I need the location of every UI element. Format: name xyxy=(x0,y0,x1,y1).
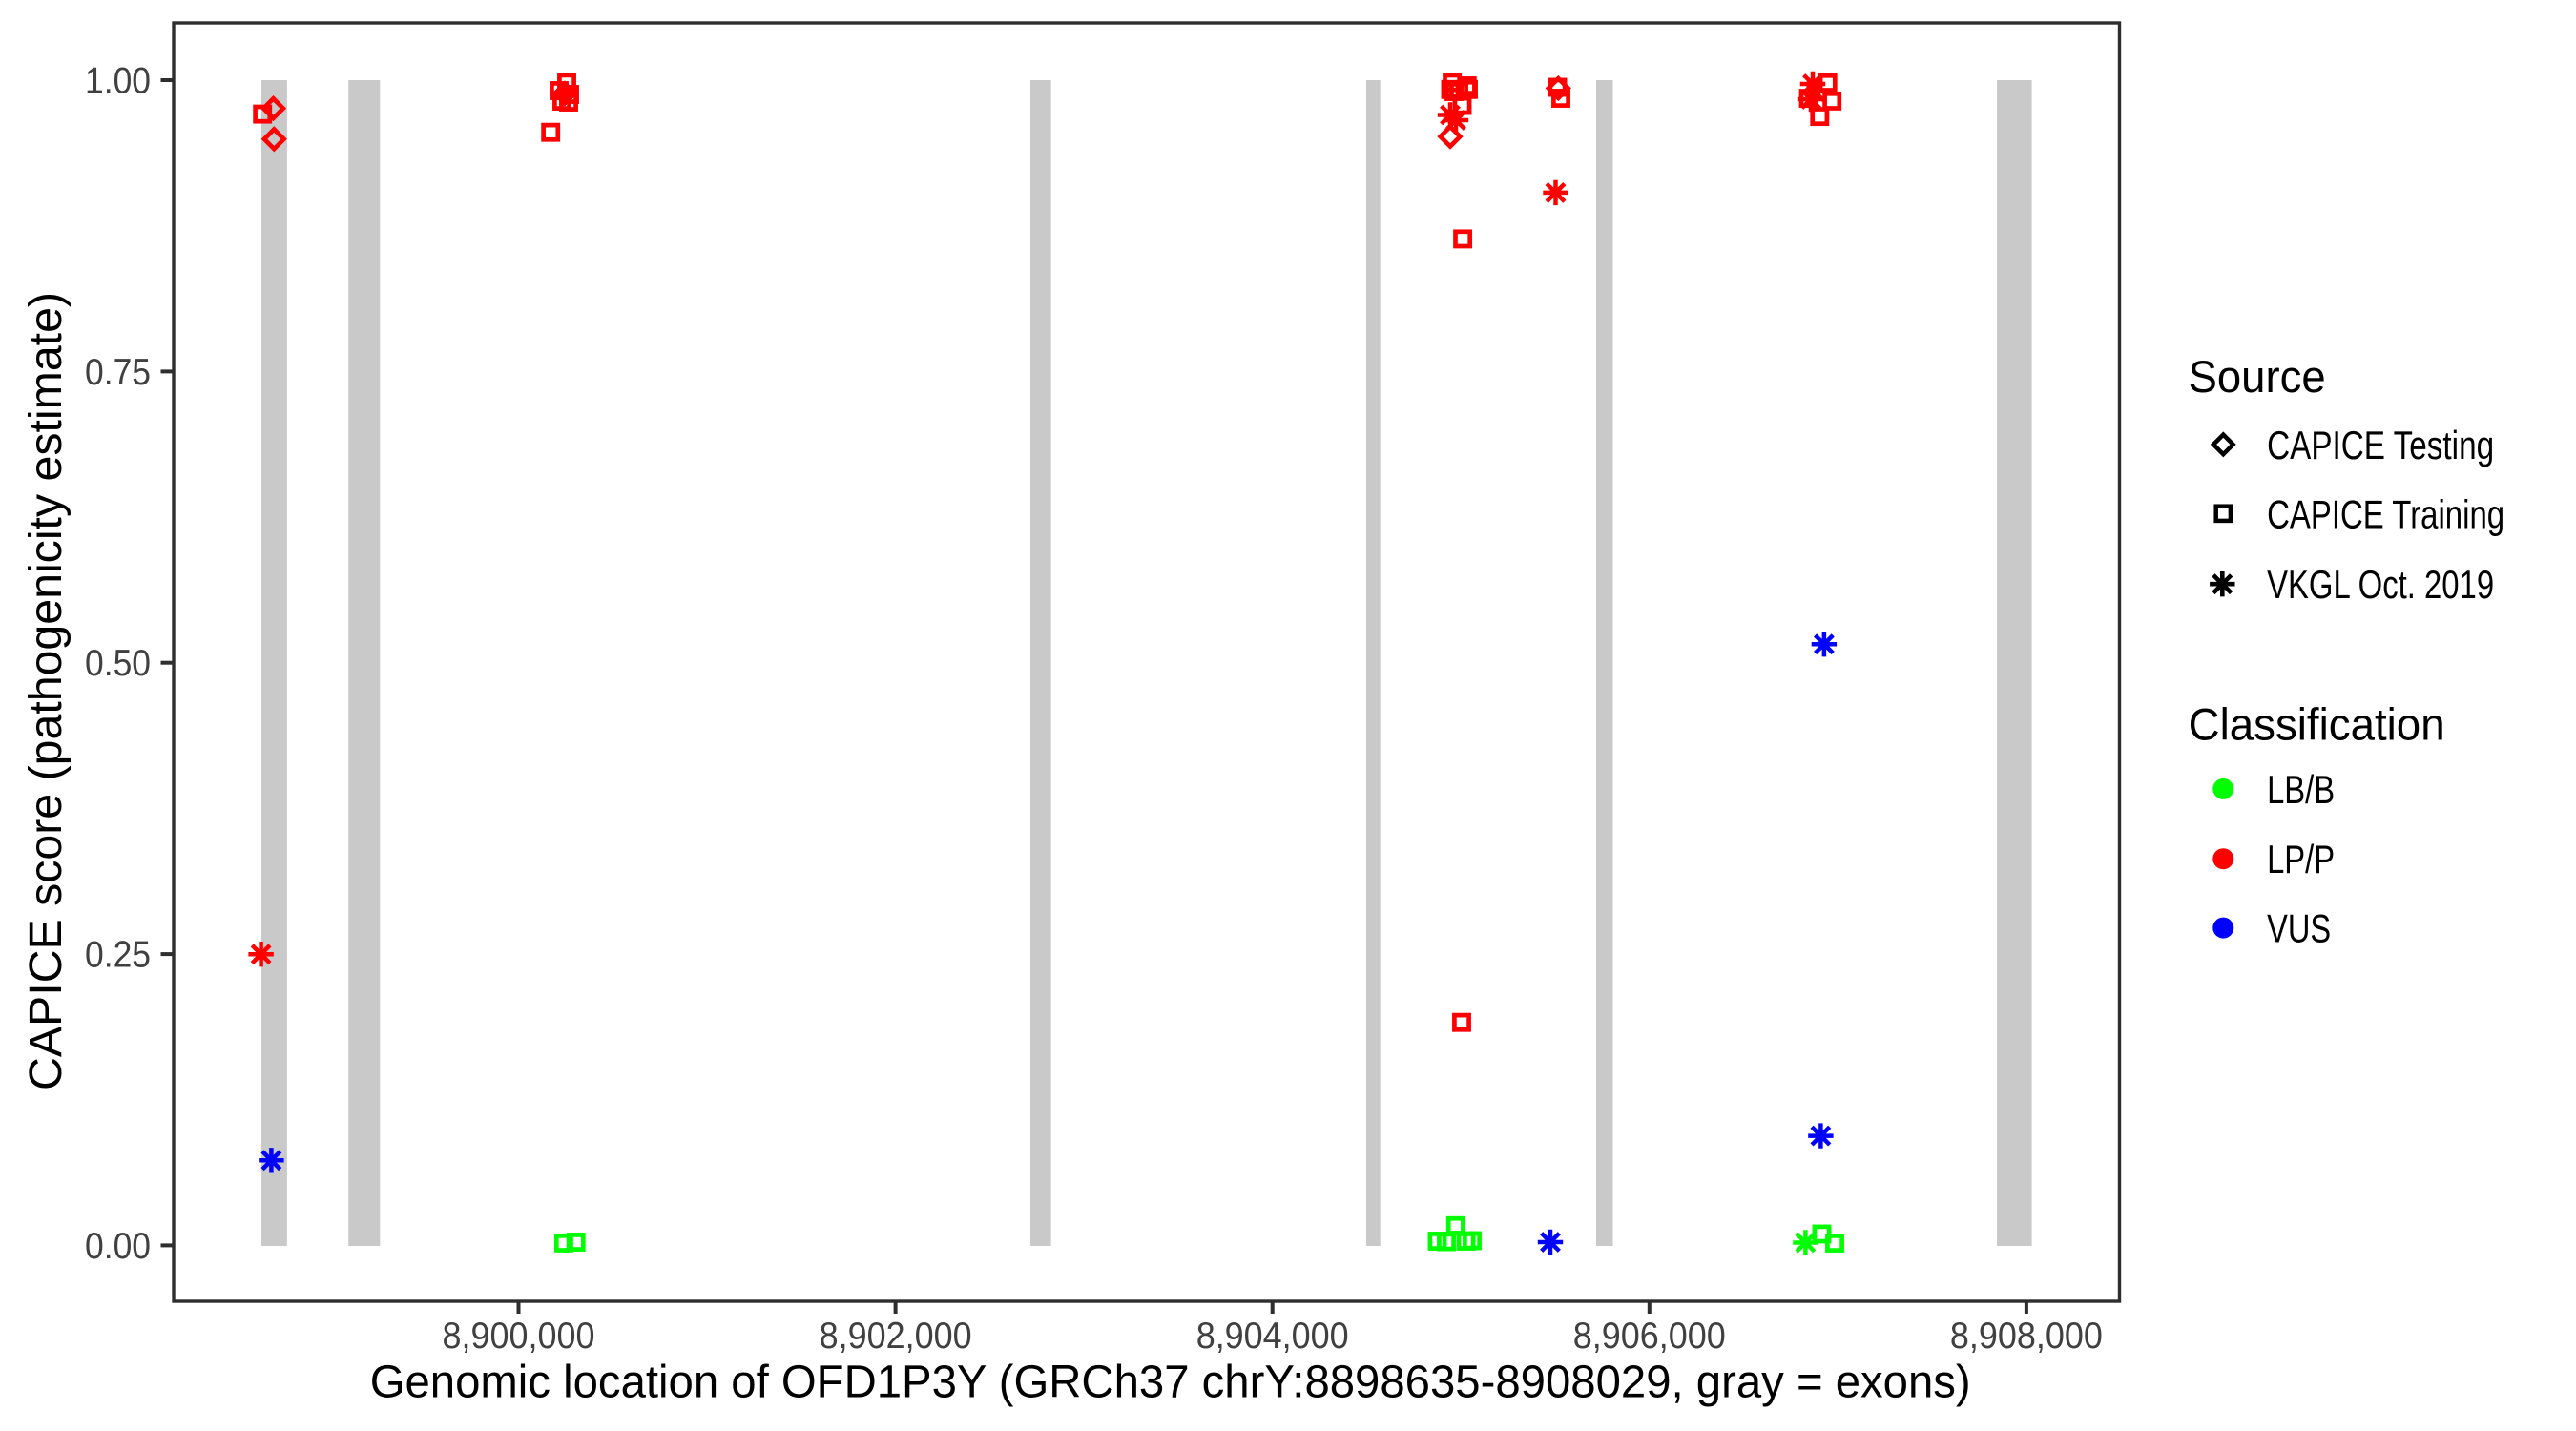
svg-text:CAPICE Testing: CAPICE Testing xyxy=(2267,423,2494,467)
svg-text:VKGL Oct. 2019: VKGL Oct. 2019 xyxy=(2267,562,2494,607)
svg-text:8,906,000: 8,906,000 xyxy=(1573,1316,1726,1357)
svg-text:VUS: VUS xyxy=(2267,906,2331,951)
svg-text:Genomic location of OFD1P3Y (G: Genomic location of OFD1P3Y (GRCh37 chrY… xyxy=(370,1358,1971,1408)
svg-text:8,908,000: 8,908,000 xyxy=(1950,1316,2103,1357)
svg-text:CAPICE Training: CAPICE Training xyxy=(2267,491,2504,536)
svg-text:0.25: 0.25 xyxy=(85,935,151,976)
svg-text:Source: Source xyxy=(2189,351,2326,402)
svg-text:8,902,000: 8,902,000 xyxy=(820,1316,972,1357)
svg-text:Classification: Classification xyxy=(2189,699,2445,750)
svg-text:0.50: 0.50 xyxy=(85,643,151,684)
svg-text:LP/P: LP/P xyxy=(2267,837,2335,881)
svg-text:8,904,000: 8,904,000 xyxy=(1196,1316,1349,1357)
svg-text:0.75: 0.75 xyxy=(85,352,151,393)
svg-text:0.00: 0.00 xyxy=(85,1226,151,1267)
svg-text:1.00: 1.00 xyxy=(85,61,151,102)
svg-text:CAPICE score (pathogenicity es: CAPICE score (pathogenicity estimate) xyxy=(21,292,72,1090)
svg-text:8,900,000: 8,900,000 xyxy=(443,1316,595,1357)
svg-text:LB/B: LB/B xyxy=(2267,767,2335,812)
